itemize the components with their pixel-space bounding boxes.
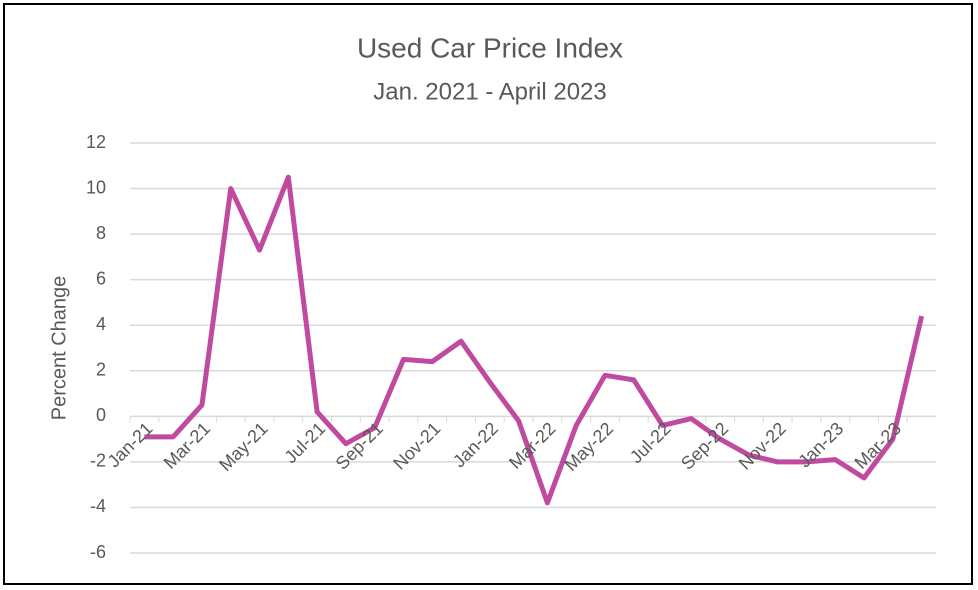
series-line	[144, 174, 925, 506]
y-tick-label: -4	[90, 496, 106, 516]
plot	[144, 174, 925, 506]
grid	[129, 142, 936, 554]
chart-border	[3, 3, 973, 585]
y-tick-label: 10	[86, 177, 106, 197]
y-axis-label: Percent Change	[48, 276, 70, 421]
chart-title: Used Car Price Index	[357, 32, 623, 63]
y-tick-label: 2	[96, 360, 106, 380]
y-tick-label: -2	[90, 451, 106, 471]
y-tick-label: 4	[96, 314, 106, 334]
y-tick-label: 12	[86, 132, 106, 152]
y-tick-label: 8	[96, 223, 106, 243]
y-tick-label: -6	[90, 542, 106, 562]
chart-subtitle: Jan. 2021 - April 2023	[373, 78, 607, 105]
y-tick-label: 0	[96, 405, 106, 425]
y-tick-label: 6	[96, 268, 106, 288]
